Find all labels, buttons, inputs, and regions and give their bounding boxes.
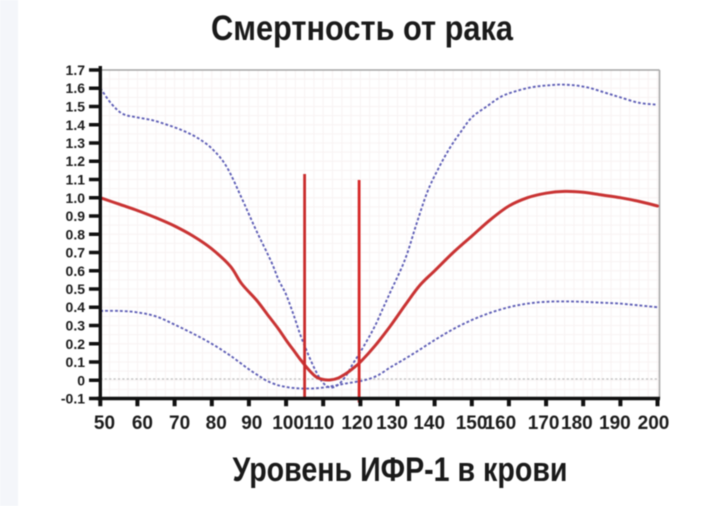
svg-text:70: 70 (169, 413, 190, 434)
svg-text:0.5: 0.5 (66, 281, 86, 297)
svg-text:50: 50 (94, 413, 115, 434)
svg-text:0.8: 0.8 (66, 226, 86, 242)
svg-text:130: 130 (376, 413, 408, 434)
svg-text:0: 0 (77, 372, 85, 388)
svg-text:100: 100 (272, 413, 304, 434)
svg-text:190: 190 (599, 413, 631, 434)
svg-text:1.7: 1.7 (66, 62, 86, 78)
svg-text:150: 150 (456, 413, 488, 434)
svg-text:Смертность от рака: Смертность от рака (211, 9, 513, 48)
svg-text:0.4: 0.4 (66, 299, 86, 315)
svg-text:0.1: 0.1 (66, 354, 86, 370)
svg-text:1.4: 1.4 (66, 117, 86, 133)
svg-text:160: 160 (485, 413, 517, 434)
svg-text:1.6: 1.6 (66, 80, 86, 96)
svg-text:170: 170 (528, 413, 560, 434)
svg-text:1.0: 1.0 (66, 190, 86, 206)
svg-text:180: 180 (561, 413, 593, 434)
svg-text:0.7: 0.7 (66, 245, 86, 261)
svg-text:Уровень ИФР-1 в крови: Уровень ИФР-1 в крови (233, 451, 568, 489)
svg-text:0.6: 0.6 (66, 263, 86, 279)
svg-text:200: 200 (638, 413, 670, 434)
svg-text:140: 140 (413, 413, 445, 434)
svg-text:0.3: 0.3 (66, 318, 86, 334)
svg-text:1.1: 1.1 (66, 172, 86, 188)
svg-text:60: 60 (132, 413, 153, 434)
svg-text:-0.1: -0.1 (61, 391, 85, 407)
svg-text:80: 80 (206, 413, 227, 434)
svg-text:90: 90 (241, 413, 262, 434)
svg-text:1.2: 1.2 (66, 153, 86, 169)
svg-text:120: 120 (341, 413, 373, 434)
svg-text:0.9: 0.9 (66, 208, 86, 224)
svg-text:1.5: 1.5 (66, 99, 86, 115)
svg-text:0.2: 0.2 (66, 336, 86, 352)
svg-text:110: 110 (304, 413, 335, 434)
svg-text:1.3: 1.3 (66, 135, 86, 151)
